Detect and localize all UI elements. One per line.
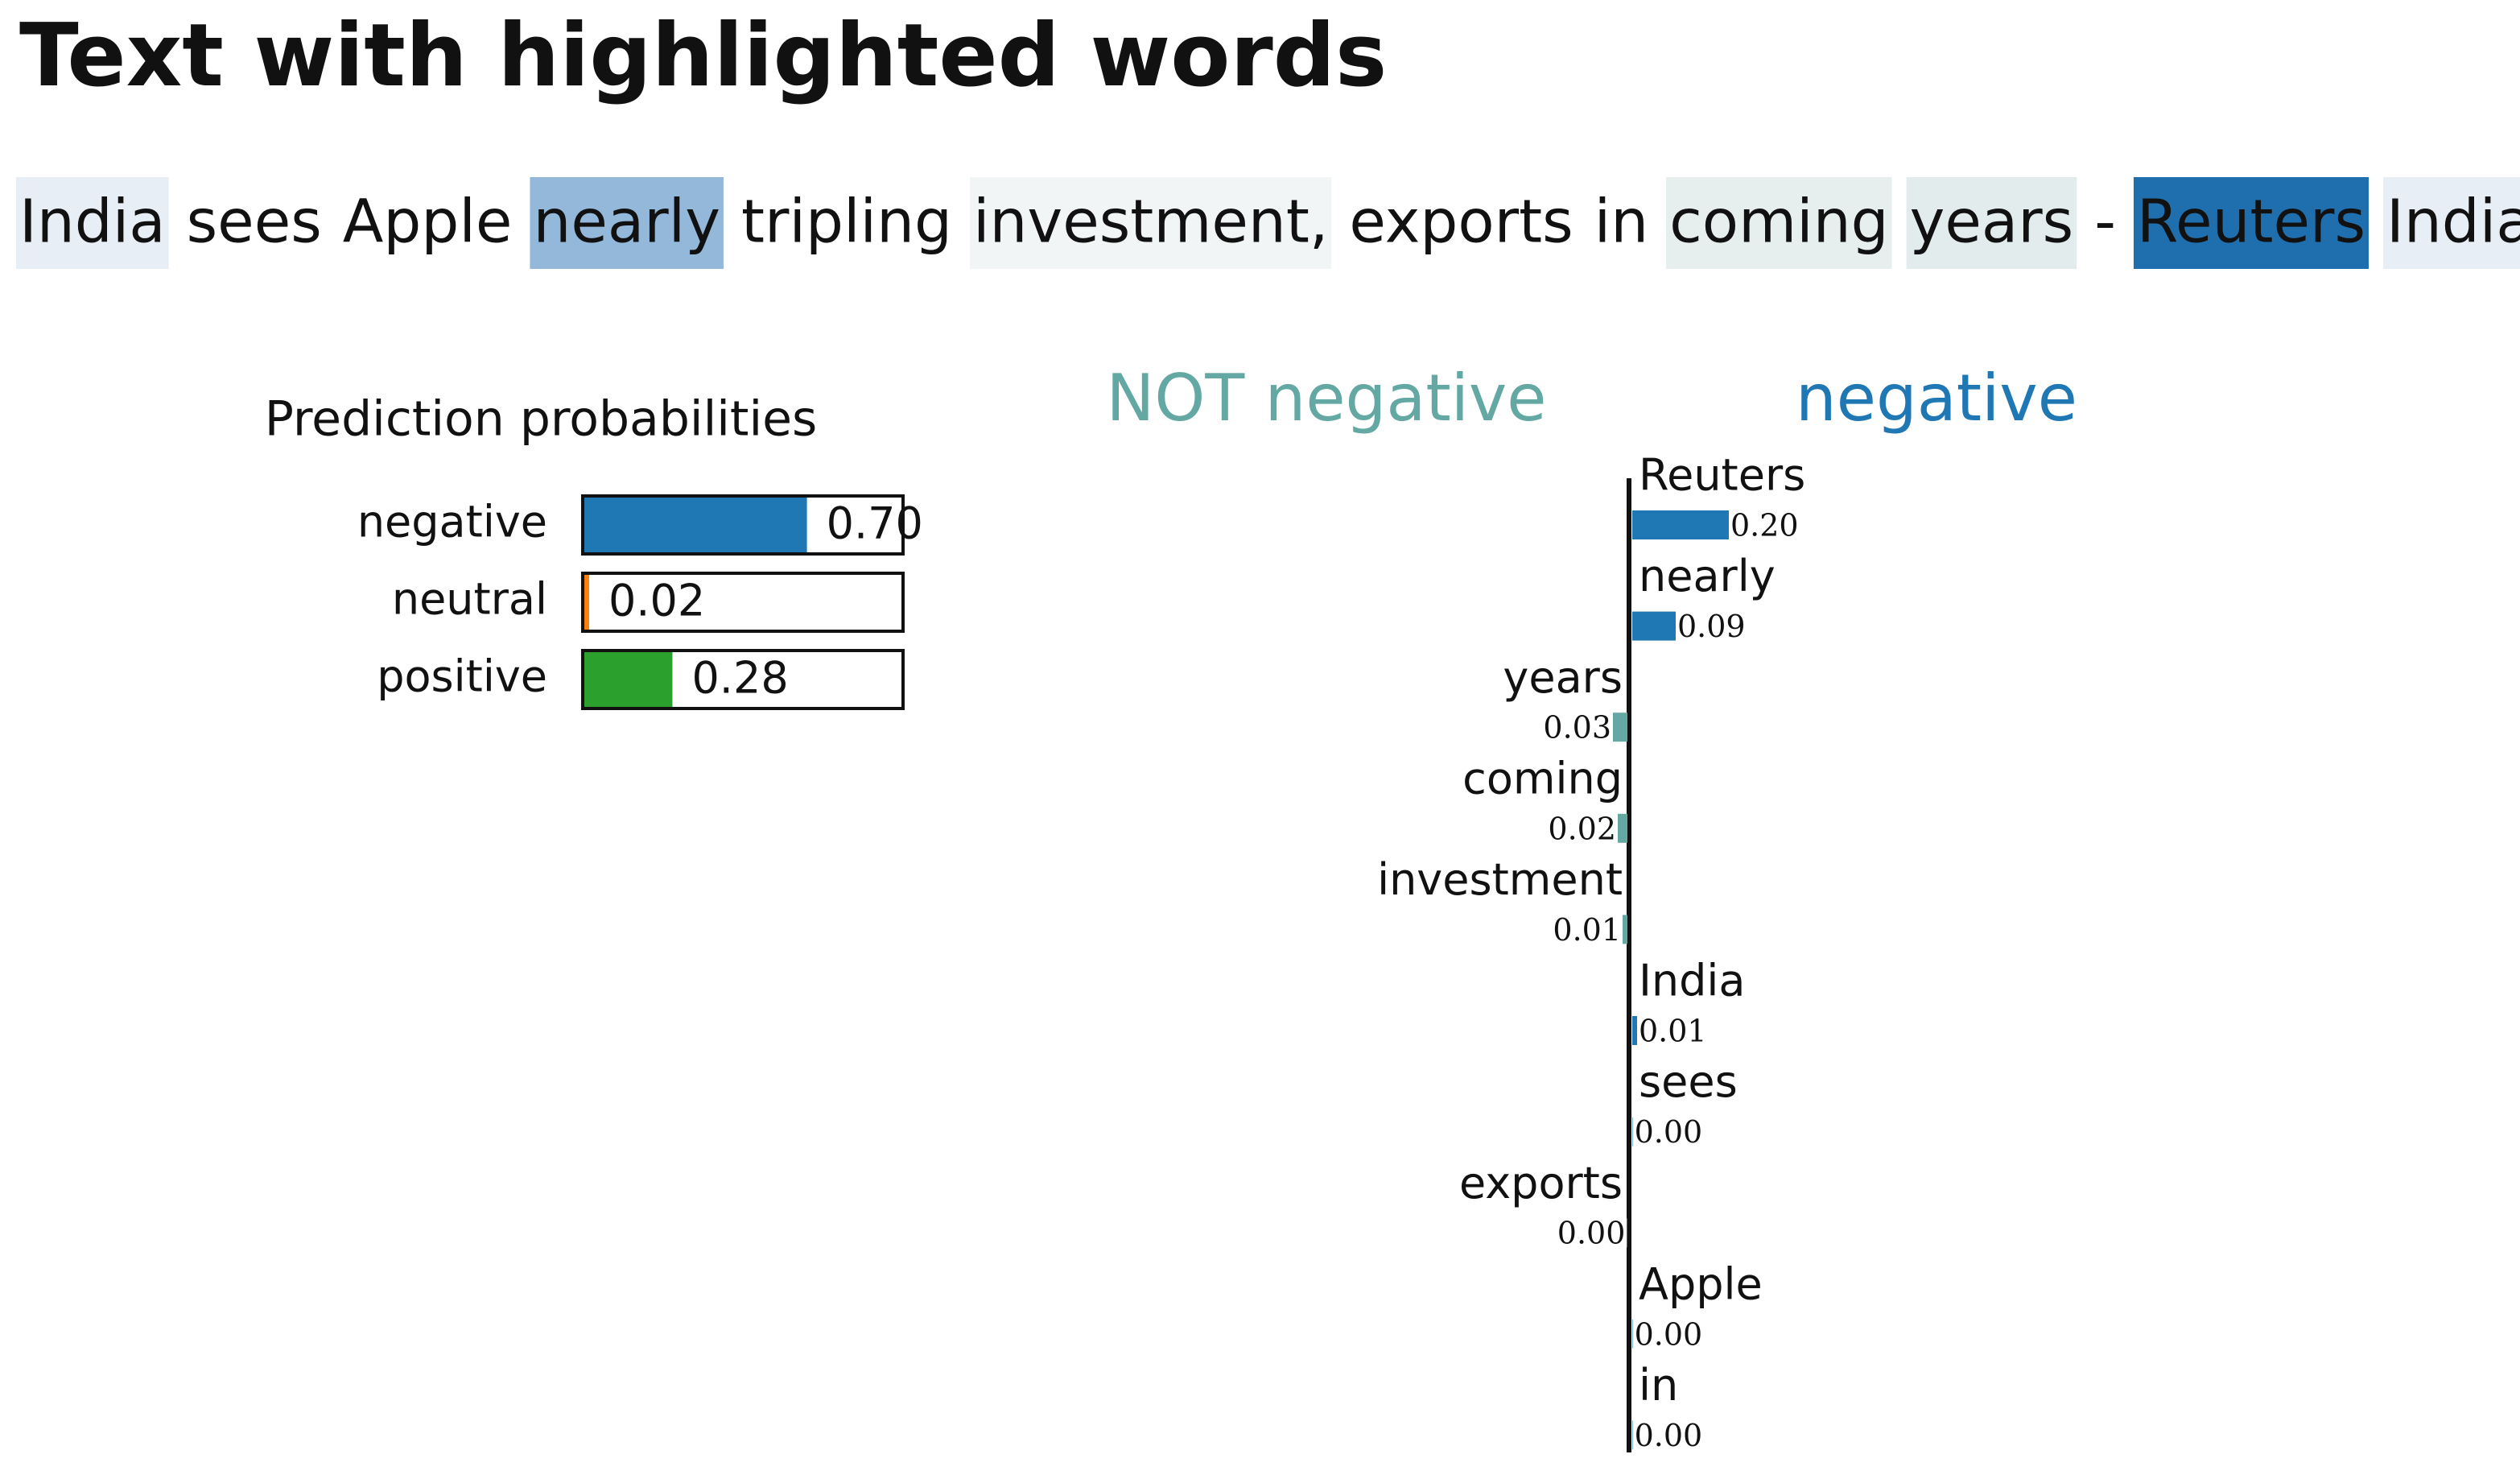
feature-label: nearly <box>1639 551 1776 601</box>
word: sees <box>187 188 322 257</box>
weight-bar <box>1618 813 1627 843</box>
value-label: 0.00 <box>1557 1216 1626 1251</box>
value-label: 0.02 <box>608 576 705 626</box>
value-label: 0.03 <box>1543 710 1611 746</box>
value-label: 0.02 <box>1548 811 1616 846</box>
word-highlight <box>2383 177 2520 269</box>
feature-label: investment <box>1377 854 1623 905</box>
category-label: positive <box>377 651 547 702</box>
value-label: 0.01 <box>1553 912 1621 948</box>
bar <box>583 496 807 554</box>
weight-bar <box>1632 510 1729 539</box>
value-label: 0.28 <box>691 653 788 704</box>
category-label: negative <box>357 497 547 547</box>
bar <box>583 651 673 709</box>
feature-label: exports <box>1459 1158 1623 1208</box>
legend-header: NOT negative <box>1107 361 1547 436</box>
word-highlight <box>1906 177 2077 269</box>
category-label: neutral <box>392 574 547 625</box>
bar-frame <box>581 649 905 710</box>
bar <box>583 573 589 631</box>
value-label: 0.01 <box>1639 1014 1707 1049</box>
feature-label: India <box>1639 956 1746 1006</box>
weight-bar <box>1632 611 1676 641</box>
bar-frame <box>581 494 905 556</box>
value-label: 0.20 <box>1730 508 1799 543</box>
word: investment, <box>973 188 1328 257</box>
weight-bar <box>1623 915 1627 944</box>
value-label: 0.09 <box>1677 609 1746 644</box>
word: India <box>2386 188 2520 257</box>
feature-label: Apple <box>1639 1258 1763 1309</box>
word: exports <box>1349 188 1573 257</box>
word-highlight <box>16 177 169 269</box>
word-highlight <box>1666 177 1892 269</box>
word-highlight <box>530 177 724 269</box>
word-highlight <box>969 177 1332 269</box>
value-label: 0.00 <box>1635 1316 1703 1352</box>
feature-label: coming <box>1462 753 1623 804</box>
word: Apple <box>343 188 513 257</box>
weight-bar <box>1632 1420 1633 1450</box>
word: coming <box>1669 188 1888 257</box>
word: in <box>1594 188 1648 257</box>
value-label: 0.00 <box>1635 1114 1703 1150</box>
feature-label: sees <box>1639 1056 1738 1107</box>
word: tripling <box>741 188 952 257</box>
word: India <box>19 188 166 257</box>
weight-bar <box>1632 1016 1637 1045</box>
weight-bar <box>1613 713 1627 742</box>
value-label: 0.00 <box>1635 1418 1703 1453</box>
word: Reuters <box>2137 188 2365 257</box>
page-title: Text with highlighted words <box>19 6 1387 106</box>
bar-frame <box>581 572 905 633</box>
feature-label: years <box>1503 652 1623 703</box>
word: years <box>1910 188 2074 257</box>
legend-header: negative <box>1796 361 2077 436</box>
feature-label: in <box>1639 1360 1678 1411</box>
chart-title: Prediction probabilities <box>265 391 818 448</box>
value-label: 0.70 <box>827 498 923 549</box>
weight-bar <box>1632 1117 1633 1146</box>
weight-bar <box>1632 1319 1633 1349</box>
word: - <box>2094 188 2116 257</box>
word-highlight <box>2133 177 2369 269</box>
word: nearly <box>533 188 720 257</box>
highlighted-text: India sees Apple nearly tripling investment, e… <box>16 177 2520 269</box>
feature-label: Reuters <box>1639 450 1805 501</box>
